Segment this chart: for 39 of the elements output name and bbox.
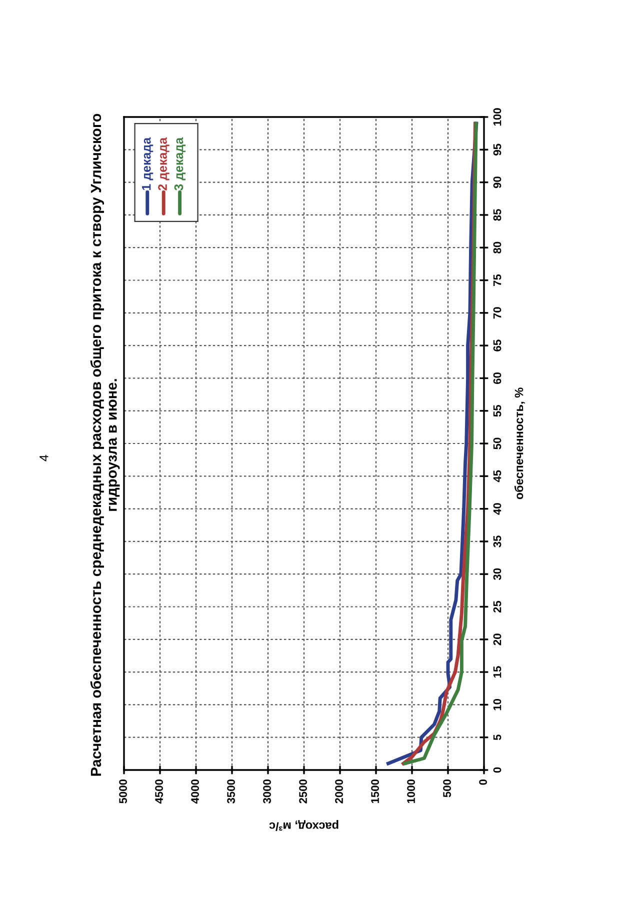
x-tick-label: 1000 — [407, 779, 415, 804]
y-tick-label: 75 — [493, 274, 502, 286]
y-tick-label: 25 — [493, 600, 502, 613]
y-tick-label: 5 — [493, 734, 502, 740]
text: 2 декада — [158, 137, 170, 190]
x-tick-label: 2000 — [335, 779, 343, 804]
x-tick-label: 500 — [443, 779, 451, 798]
y-tick-label: 55 — [493, 404, 502, 417]
y-tick-label: 40 — [493, 503, 502, 515]
x-axis-title: расход, м³/с — [269, 820, 338, 832]
y-tick-label: 95 — [493, 144, 502, 156]
y-tick-label: 90 — [493, 176, 502, 188]
text: 4 — [40, 454, 48, 462]
x-tick-label: 3000 — [263, 779, 271, 804]
y-tick-label: 20 — [493, 634, 502, 646]
x-tick-label: 3500 — [227, 779, 235, 804]
y-tick-label: 80 — [493, 242, 502, 254]
y-tick-label: 15 — [493, 666, 502, 678]
y-tick-label: 65 — [493, 340, 502, 352]
x-tick-label: 0 — [479, 779, 487, 785]
y-tick-label: 45 — [493, 470, 502, 482]
text: 3 декада — [174, 137, 186, 190]
y-tick-label: 85 — [493, 209, 502, 221]
y-tick-label: 100 — [493, 108, 502, 126]
x-tick-label: 1500 — [371, 779, 379, 804]
text: 1 декада — [142, 137, 154, 190]
y-tick-label: 0 — [493, 767, 502, 773]
y-tick-label: 10 — [493, 698, 502, 710]
y-tick-label: 70 — [493, 307, 502, 319]
x-tick-label: 4000 — [191, 779, 199, 804]
y-tick-label: 35 — [493, 536, 502, 548]
y-axis-title: обеспеченность, % — [514, 388, 525, 500]
y-tick-label: 60 — [493, 372, 502, 384]
y-tick-label: 30 — [493, 568, 502, 580]
y-tick-label: 50 — [493, 438, 502, 450]
x-tick-label: 4500 — [155, 779, 163, 804]
x-tick-label: 5000 — [119, 779, 127, 804]
text: Расчетная обеспеченность среднедекадных расходов общего притока к створу Угличского гидроузла в июне. — [90, 114, 120, 776]
x-tick-label: 2500 — [299, 779, 307, 804]
